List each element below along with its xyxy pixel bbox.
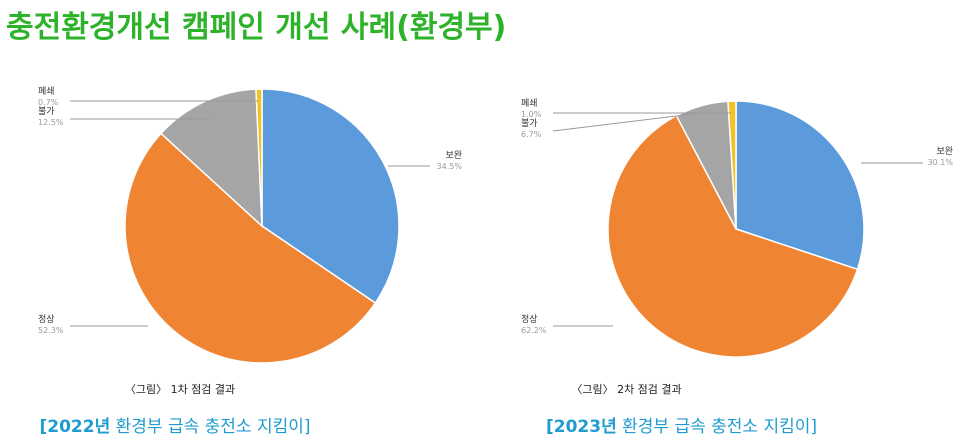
chart-caption-2022: 〈그림〉 1차 점검 결과 xyxy=(124,383,236,396)
chart-caption-2023: 〈그림〉 2차 점검 결과 xyxy=(571,383,682,396)
page-title: 충전환경개선 캠페인 개선 사례(환경부) xyxy=(6,10,507,45)
pie-slice-jeongsang-2022 xyxy=(124,132,377,364)
pie-slice-pyeswae-2023 xyxy=(727,100,737,230)
slice-value-jeongsang-2022: 52.3% xyxy=(38,326,64,335)
slice-value-pyeswae-2022: 0.7% xyxy=(38,98,59,107)
slice-label-pyeswae-2023: 폐쇄 xyxy=(521,97,538,109)
slice-label-bowan-2023: 보완 xyxy=(936,146,953,157)
chart-panel-2022: 보완 34.5% 정상 52.3% 불가 12.5% 폐쇄 0.7% 〈그림〉 1차 점검 결… xyxy=(10,76,490,446)
slice-label-pyeswae-2022: 폐쇄 xyxy=(38,85,55,97)
slice-label-jeongsang-2022: 정상 xyxy=(38,314,55,325)
pie-slice-bowan-2023 xyxy=(735,100,865,271)
chart-panel-2023: 보완 30.1% 정상 62.2% 불가 6.7% 폐쇄 1.0% 〈그림〉 2차 점검 결과… xyxy=(493,76,960,446)
slice-value-bulga-2022: 12.5% xyxy=(38,118,64,127)
slice-label-bulga-2022: 불가 xyxy=(38,106,55,117)
slice-value-bowan-2023: 30.1% xyxy=(928,158,954,167)
subtitle-text-2023: 환경부 급속 충전소 지킴이] xyxy=(616,417,818,437)
pie-slice-jeongsang-2023 xyxy=(607,114,859,358)
subtitle-text-2022: 환경부 급속 충전소 지킴이] xyxy=(110,417,311,437)
chart-subtitle-2023: [2023년 환경부 급속 충전소 지킴이] xyxy=(448,412,915,437)
pie-slice-bowan-2022 xyxy=(261,88,400,305)
slice-value-pyeswae-2023: 1.0% xyxy=(521,110,542,119)
slice-label-bulga-2023: 불가 xyxy=(521,118,538,129)
pie-slice-pyeswae-2022 xyxy=(255,88,263,227)
pie-slice-bulga-2022 xyxy=(159,88,263,228)
slice-value-bulga-2023: 6.7% xyxy=(521,130,542,139)
chart-subtitle-2022: [2022년 환경부 급속 충전소 지킴이] xyxy=(0,412,415,437)
subtitle-year-2022: [2022년 xyxy=(39,417,111,437)
leader-line-bulga-2023 xyxy=(552,113,694,132)
slice-value-jeongsang-2023: 62.2% xyxy=(521,326,547,335)
slice-value-bowan-2022: 34.5% xyxy=(437,162,463,171)
subtitle-year-2023: [2023년 xyxy=(545,417,617,437)
slice-label-bowan-2022: 보완 xyxy=(445,150,462,161)
slice-label-jeongsang-2023: 정상 xyxy=(521,314,538,325)
